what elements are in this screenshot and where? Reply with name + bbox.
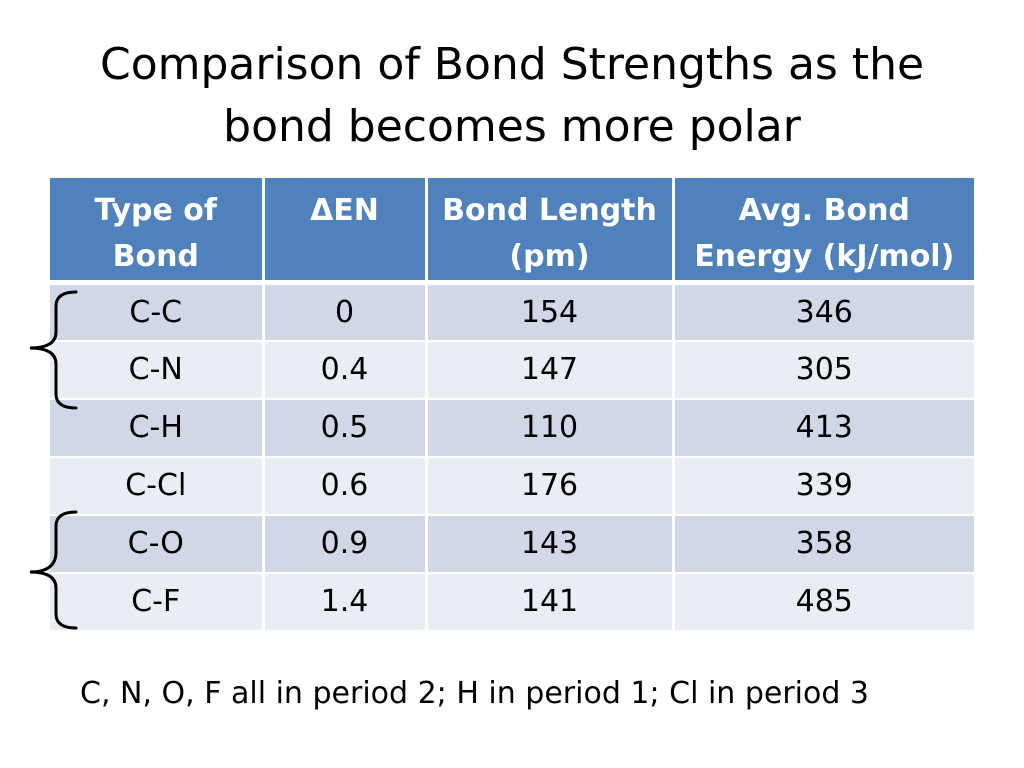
cell-bond-type: C-F (50, 572, 265, 632)
table-header-row: Type of Bond ΔEN Bond Length (pm) Avg. B… (50, 178, 974, 285)
curly-brace-icon (29, 290, 78, 410)
table-row: C-C 0 154 346 (50, 282, 974, 342)
cell-bond-length: 143 (426, 514, 675, 574)
bond-strength-table: Type of Bond ΔEN Bond Length (pm) Avg. B… (50, 178, 974, 632)
footnote: C, N, O, F all in period 2; H in period … (80, 676, 870, 711)
cell-bond-length: 176 (426, 456, 675, 516)
cell-bond-type: C-C (50, 282, 265, 342)
cell-bond-energy: 339 (673, 456, 974, 516)
cell-bond-energy: 346 (673, 282, 974, 342)
curly-brace-icon (29, 510, 78, 630)
cell-bond-type: C-Cl (50, 456, 265, 516)
table-row: C-H 0.5 110 413 (50, 398, 974, 458)
cell-bond-energy: 413 (673, 398, 974, 458)
header-type-of-bond: Type of Bond (50, 178, 265, 285)
table-row: C-N 0.4 147 305 (50, 340, 974, 400)
cell-delta-en: 0 (263, 282, 428, 342)
cell-delta-en: 0.4 (263, 340, 428, 400)
slide-title-line-2: bond becomes more polar (223, 101, 801, 152)
cell-bond-energy: 358 (673, 514, 974, 574)
table-row: C-O 0.9 143 358 (50, 514, 974, 574)
table-row: C-F 1.4 141 485 (50, 572, 974, 632)
slide-title-line-1: Comparison of Bond Strengths as the (99, 39, 925, 90)
cell-bond-length: 110 (426, 398, 675, 458)
header-bond-length: Bond Length (pm) (426, 178, 675, 285)
cell-bond-energy: 305 (673, 340, 974, 400)
cell-delta-en: 0.9 (263, 514, 428, 574)
cell-bond-type: C-N (50, 340, 265, 400)
cell-delta-en: 0.5 (263, 398, 428, 458)
header-delta-en: ΔEN (263, 178, 428, 285)
cell-bond-type: C-H (50, 398, 265, 458)
cell-bond-length: 147 (426, 340, 675, 400)
cell-delta-en: 1.4 (263, 572, 428, 632)
table-row: C-Cl 0.6 176 339 (50, 456, 974, 516)
slide-title: Comparison of Bond Strengths as the bond… (40, 34, 984, 158)
header-avg-bond-energy: Avg. Bond Energy (kJ/mol) (673, 178, 974, 285)
cell-bond-length: 141 (426, 572, 675, 632)
cell-bond-energy: 485 (673, 572, 974, 632)
cell-delta-en: 0.6 (263, 456, 428, 516)
delta-symbol: Δ (310, 193, 334, 228)
cell-bond-length: 154 (426, 282, 675, 342)
cell-bond-type: C-O (50, 514, 265, 574)
